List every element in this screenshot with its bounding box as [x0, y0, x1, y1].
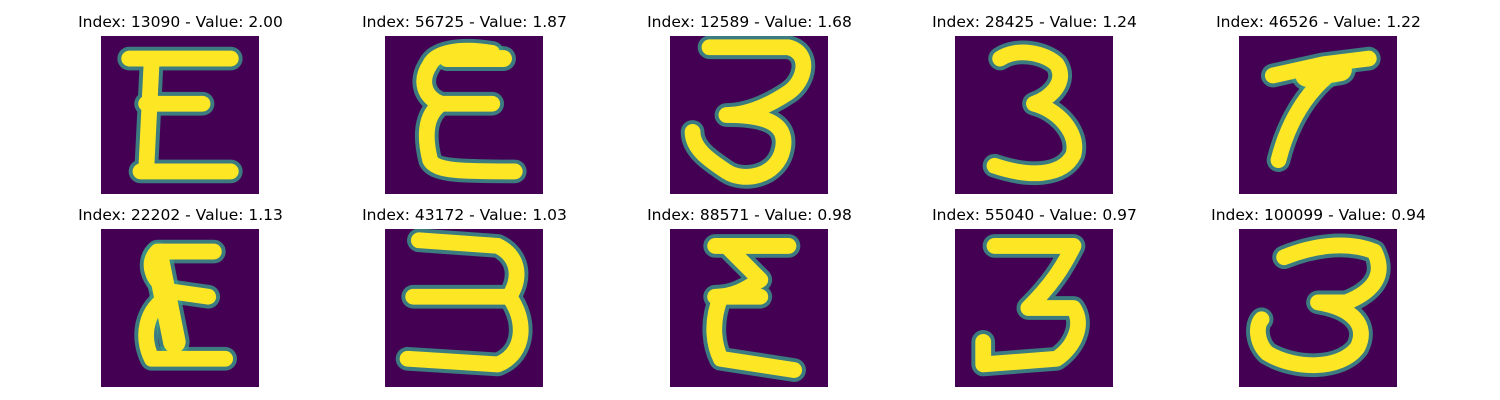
digit-image — [955, 229, 1113, 387]
panel-title: Index: 56725 - Value: 1.87 — [362, 13, 567, 31]
panel: Index: 46526 - Value: 1.22 — [1176, 12, 1461, 194]
digit-image — [670, 36, 828, 194]
panel: Index: 55040 - Value: 0.97 — [892, 205, 1177, 387]
panel: Index: 13090 - Value: 2.00 — [38, 12, 323, 194]
digit-image — [1239, 36, 1397, 194]
panel-title: Index: 43172 - Value: 1.03 — [362, 206, 567, 224]
digit-image — [955, 36, 1113, 194]
panel-title: Index: 46526 - Value: 1.22 — [1216, 13, 1421, 31]
panel-title: Index: 55040 - Value: 0.97 — [932, 206, 1137, 224]
panel: Index: 88571 - Value: 0.98 — [607, 205, 892, 387]
digit-image — [385, 229, 543, 387]
panel: Index: 43172 - Value: 1.03 — [322, 205, 607, 387]
panel-title: Index: 22202 - Value: 1.13 — [78, 206, 283, 224]
panel: Index: 100099 - Value: 0.94 — [1176, 205, 1461, 387]
panel-title: Index: 13090 - Value: 2.00 — [78, 13, 283, 31]
panel: Index: 28425 - Value: 1.24 — [892, 12, 1177, 194]
panel-title: Index: 12589 - Value: 1.68 — [647, 13, 852, 31]
panel-title: Index: 88571 - Value: 0.98 — [647, 206, 852, 224]
digit-image — [670, 229, 828, 387]
panel: Index: 12589 - Value: 1.68 — [607, 12, 892, 194]
digit-image — [385, 36, 543, 194]
digit-image — [101, 36, 259, 194]
panel: Index: 56725 - Value: 1.87 — [322, 12, 607, 194]
panel-title: Index: 28425 - Value: 1.24 — [932, 13, 1137, 31]
panel: Index: 22202 - Value: 1.13 — [38, 205, 323, 387]
digit-image — [101, 229, 259, 387]
panel-title: Index: 100099 - Value: 0.94 — [1211, 206, 1426, 224]
digit-image — [1239, 229, 1397, 387]
